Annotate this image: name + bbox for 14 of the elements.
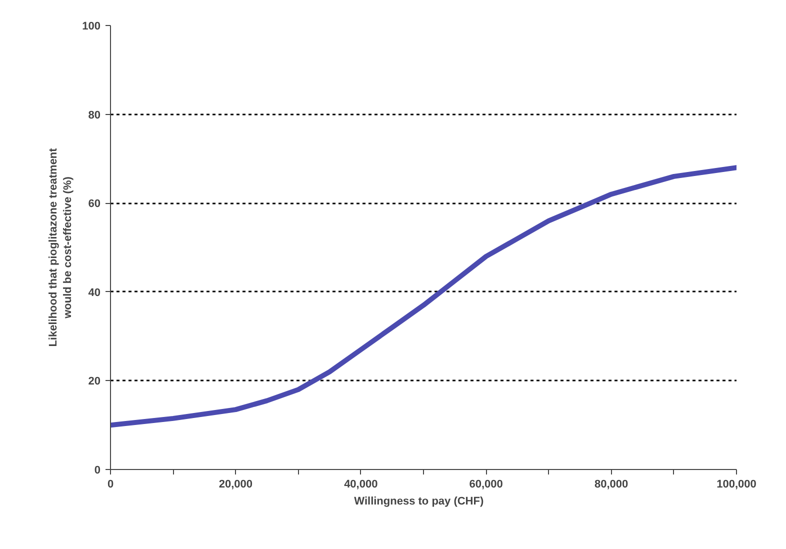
y-tick-label: 20: [88, 376, 101, 388]
y-tick-label: 80: [88, 109, 101, 122]
y-tick-label: 60: [88, 198, 101, 210]
y-tick-label: 0: [94, 464, 101, 476]
y-tick-label: 40: [88, 286, 101, 299]
x-tick-label: 100,000: [716, 478, 756, 490]
x-tick-label: 0: [107, 478, 114, 490]
y-tick-label: 100: [82, 20, 101, 32]
x-tick-label: 40,000: [344, 478, 378, 490]
x-tick-label: 20,000: [218, 478, 253, 490]
y-axis-title: Likelihood that pioglitazone treatment would be cost-effective (%): [48, 148, 74, 347]
x-axis-title: Willingness to pay (CHF): [354, 496, 484, 508]
x-tick-label: 80,000: [594, 478, 628, 490]
x-tick-label: 60,000: [469, 478, 503, 490]
